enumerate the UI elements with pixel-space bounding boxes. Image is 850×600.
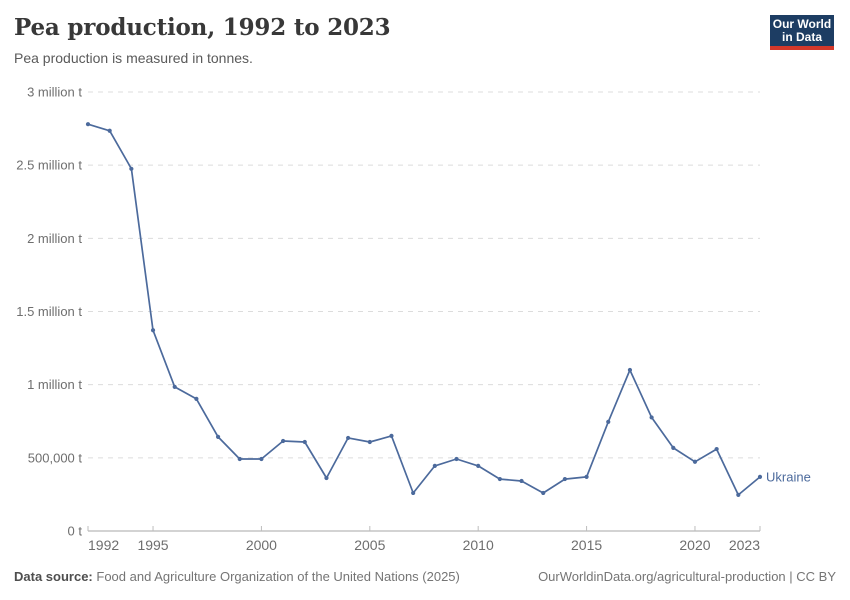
owid-logo-line1: Our World (772, 17, 832, 31)
data-point[interactable] (280, 438, 286, 444)
data-point[interactable] (541, 490, 546, 496)
x-axis-tick-label: 2000 (246, 537, 277, 553)
y-axis-tick-label: 1.5 million t (16, 304, 82, 319)
data-point[interactable] (562, 476, 568, 482)
data-point[interactable] (584, 474, 589, 479)
data-point[interactable] (411, 490, 416, 496)
y-axis-tick-label: 3 million t (27, 85, 82, 100)
x-axis-tick-label: 1992 (88, 537, 119, 553)
y-axis-tick-label: 2 million t (27, 231, 82, 246)
x-axis-tick-label: 2015 (571, 537, 602, 553)
owid-logo-line2: in Data (781, 30, 822, 44)
data-point[interactable] (107, 128, 112, 133)
data-source-text: Food and Agriculture Organization of the… (96, 569, 460, 584)
owid-logo: Our World in Data (770, 15, 834, 50)
data-point[interactable] (432, 463, 437, 468)
data-point[interactable] (714, 446, 719, 452)
y-axis-tick-label: 2.5 million t (16, 158, 82, 173)
data-point[interactable] (346, 435, 351, 441)
y-axis-tick-label: 1 million t (27, 377, 82, 392)
data-point[interactable] (324, 475, 329, 481)
x-axis-tick-label: 2020 (679, 537, 710, 553)
credit-line: OurWorldinData.org/agricultural-producti… (538, 569, 836, 584)
data-point[interactable] (627, 367, 633, 373)
series-label: Ukraine (766, 469, 811, 484)
data-point[interactable] (519, 478, 524, 484)
y-axis-tick-label: 500,000 t (28, 450, 83, 465)
data-point[interactable] (172, 384, 177, 389)
x-axis-tick-label: 2023 (729, 537, 760, 553)
data-point[interactable] (476, 463, 481, 468)
data-point[interactable] (497, 476, 502, 482)
data-point[interactable] (194, 396, 199, 401)
data-point[interactable] (215, 434, 221, 440)
data-point[interactable] (150, 328, 156, 333)
data-point[interactable] (237, 456, 242, 462)
data-source: Data source: Food and Agriculture Organi… (14, 569, 460, 584)
data-point[interactable] (692, 459, 698, 464)
data-line[interactable] (87, 123, 761, 496)
data-point[interactable] (389, 433, 394, 438)
data-point[interactable] (367, 439, 372, 445)
x-axis-tick-label: 2010 (463, 537, 494, 553)
data-point[interactable] (302, 439, 307, 445)
page-title: Pea production, 1992 to 2023 (14, 14, 391, 41)
data-point[interactable] (454, 456, 459, 462)
data-point[interactable] (671, 445, 676, 450)
chart-footer: Data source: Food and Agriculture Organi… (14, 569, 836, 584)
data-point[interactable] (259, 456, 264, 462)
x-axis-tick-label: 1995 (137, 537, 168, 553)
x-axis-tick-label: 2005 (354, 537, 385, 553)
data-point[interactable] (129, 166, 134, 171)
data-point[interactable] (606, 419, 611, 424)
data-point[interactable] (736, 492, 741, 497)
data-point[interactable] (85, 122, 91, 127)
chart-subtitle: Pea production is measured in tonnes. (14, 50, 253, 66)
data-point[interactable] (649, 415, 654, 420)
data-point[interactable] (757, 474, 763, 479)
y-axis-tick-label: 0 t (68, 524, 83, 539)
data-source-label: Data source: (14, 569, 93, 584)
